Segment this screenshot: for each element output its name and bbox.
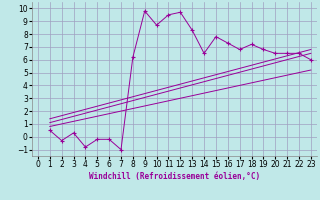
X-axis label: Windchill (Refroidissement éolien,°C): Windchill (Refroidissement éolien,°C) [89, 172, 260, 181]
